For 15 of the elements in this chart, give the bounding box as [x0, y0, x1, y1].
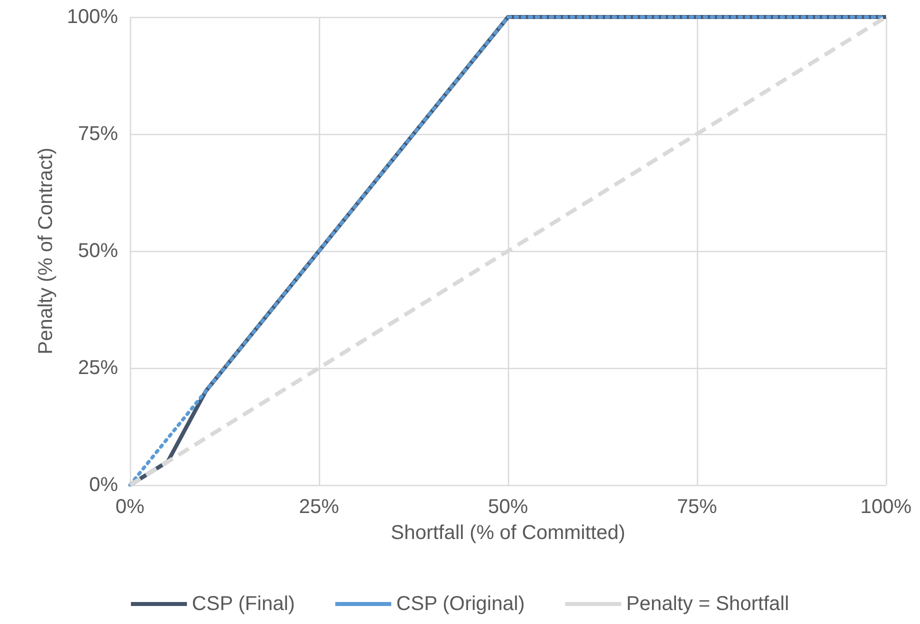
y-tick-label: 100%: [66, 6, 118, 28]
y-axis-title: Penalty (% of Contract): [34, 148, 57, 354]
x-tick-label: 75%: [676, 496, 718, 518]
y-tick-label: 0%: [89, 474, 118, 496]
legend-label: CSP (Original): [396, 593, 525, 615]
y-tick-label: 50%: [78, 240, 118, 262]
legend-label: Penalty = Shortfall: [626, 593, 790, 615]
legend-label: CSP (Final): [192, 593, 295, 615]
x-tick-label: 25%: [298, 496, 340, 518]
x-tick-label: 100%: [860, 496, 912, 518]
x-axis-title: Shortfall (% of Committed): [390, 522, 626, 544]
y-tick-label: 75%: [78, 123, 118, 145]
x-tick-label: 50%: [488, 496, 528, 518]
x-tick-label: 0%: [116, 496, 145, 518]
y-tick-label: 25%: [78, 357, 118, 379]
